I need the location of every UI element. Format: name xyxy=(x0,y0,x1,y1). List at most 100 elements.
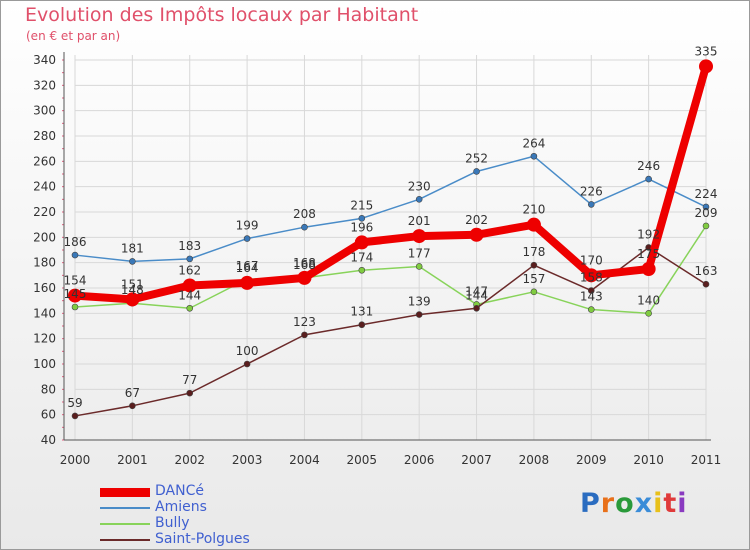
data-point xyxy=(182,278,197,293)
chart-subtitle: (en € et par an) xyxy=(26,29,121,43)
data-label: 252 xyxy=(465,151,488,165)
x-tick-label: 2011 xyxy=(691,453,722,467)
data-label: 163 xyxy=(695,264,718,278)
logo-letter: r xyxy=(600,488,616,519)
data-point xyxy=(186,255,194,263)
logo-letter: i xyxy=(653,488,664,519)
data-point xyxy=(71,251,79,259)
data-label: 224 xyxy=(695,187,718,201)
data-label: 335 xyxy=(695,44,718,58)
data-label: 178 xyxy=(522,245,545,259)
x-tick-label: 2000 xyxy=(60,453,91,467)
data-label: 158 xyxy=(580,271,603,285)
data-point xyxy=(68,288,82,303)
legend-label: Saint-Polgues xyxy=(155,531,250,547)
data-point xyxy=(301,223,308,231)
data-point xyxy=(358,215,366,222)
legend-label: DANCé xyxy=(155,483,204,499)
data-point xyxy=(526,217,541,232)
legend-item: Saint-Polgues xyxy=(100,531,300,548)
data-label: 145 xyxy=(64,287,87,301)
data-point xyxy=(125,292,140,307)
data-point xyxy=(71,412,79,420)
y-tick-label: 260 xyxy=(33,154,56,168)
data-label: 209 xyxy=(695,206,718,220)
legend: DANCé Amiens Bully Saint-Polgues xyxy=(100,483,300,548)
legend-swatch xyxy=(100,539,150,541)
legend-item: Bully xyxy=(100,515,300,532)
data-point xyxy=(530,288,538,296)
data-label: 186 xyxy=(64,235,87,249)
data-label: 59 xyxy=(67,396,82,410)
logo-letter: t xyxy=(663,488,678,519)
data-point xyxy=(71,303,79,311)
legend-label: Amiens xyxy=(155,499,207,515)
data-point xyxy=(699,59,713,74)
data-point xyxy=(473,304,480,312)
data-label: 230 xyxy=(408,179,431,193)
data-point xyxy=(702,280,710,288)
data-label: 139 xyxy=(408,295,431,309)
data-label: 67 xyxy=(125,386,140,400)
data-label: 177 xyxy=(408,246,431,260)
legend-swatch xyxy=(100,507,150,509)
data-point xyxy=(297,270,312,285)
x-tick-label: 2001 xyxy=(117,453,148,467)
data-point xyxy=(645,175,652,183)
data-point xyxy=(129,402,136,410)
data-point xyxy=(702,222,710,230)
data-label: 157 xyxy=(522,272,545,286)
data-label: 140 xyxy=(637,293,660,307)
data-point xyxy=(301,331,308,339)
data-label: 226 xyxy=(580,184,603,198)
data-label: 170 xyxy=(580,253,603,267)
y-tick-label: 340 xyxy=(33,53,56,67)
series-line-DANCé xyxy=(74,65,710,304)
logo-letter: i xyxy=(677,488,688,519)
data-point xyxy=(358,266,366,274)
legend-item: DANCé xyxy=(100,483,300,500)
series-line-Amiens xyxy=(74,155,707,263)
data-label: 164 xyxy=(236,261,259,275)
data-label: 264 xyxy=(522,136,545,150)
data-label: 100 xyxy=(236,344,259,358)
data-label: 143 xyxy=(580,290,603,304)
data-point xyxy=(469,227,484,242)
data-point xyxy=(412,229,427,244)
y-tick-label: 200 xyxy=(33,230,56,244)
data-point xyxy=(584,268,599,283)
data-point xyxy=(587,306,595,313)
data-point xyxy=(641,262,656,276)
data-label: 183 xyxy=(178,239,201,253)
data-label: 168 xyxy=(293,256,316,270)
data-label: 168 xyxy=(293,258,316,272)
logo-letter: o xyxy=(615,488,635,519)
data-point xyxy=(415,196,423,203)
data-point xyxy=(415,263,423,270)
data-label: 196 xyxy=(350,220,373,234)
legend-label: Bully xyxy=(155,515,190,531)
proxiti-logo: Proxiti xyxy=(580,488,688,519)
y-tick-label: 120 xyxy=(33,332,56,346)
data-point xyxy=(530,261,538,269)
data-point xyxy=(473,168,480,175)
data-point xyxy=(702,203,710,211)
data-label: 199 xyxy=(236,219,259,233)
data-point xyxy=(129,258,136,265)
legend-item: Amiens xyxy=(100,499,300,516)
y-tick-label: 320 xyxy=(33,78,56,92)
y-tick-label: 60 xyxy=(41,408,56,422)
data-point xyxy=(243,360,251,368)
data-label: 131 xyxy=(350,305,373,319)
logo-letter: P xyxy=(580,488,601,519)
data-label: 144 xyxy=(178,288,201,302)
data-point xyxy=(530,152,538,160)
data-label: 208 xyxy=(293,207,316,221)
x-tick-label: 2004 xyxy=(289,453,320,467)
data-label: 167 xyxy=(236,259,259,273)
x-tick-label: 2006 xyxy=(404,453,435,467)
series-line-Saint-Polgues xyxy=(74,246,707,417)
x-tick-label: 2005 xyxy=(347,453,378,467)
y-tick-label: 140 xyxy=(33,306,56,320)
